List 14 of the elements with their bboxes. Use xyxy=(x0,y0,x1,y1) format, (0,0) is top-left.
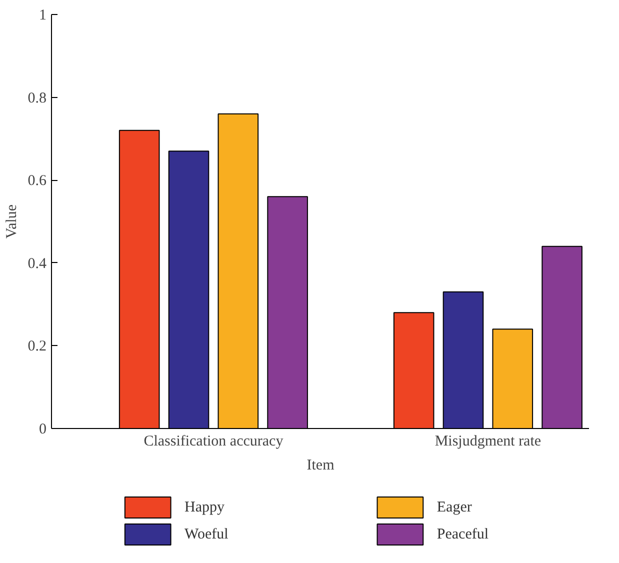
x-axis-title: Item xyxy=(306,458,335,474)
y-tick-label: 0.8 xyxy=(28,90,46,106)
y-tick-label: 0 xyxy=(39,422,46,438)
y-tick-label: 1 xyxy=(39,8,46,24)
legend-label: Woeful xyxy=(184,526,228,542)
x-tick-label: Classification accuracy xyxy=(144,434,284,450)
y-axis-title: Value xyxy=(4,204,20,239)
legend-label: Peaceful xyxy=(436,526,489,542)
y-tick-label: 0.6 xyxy=(28,173,47,190)
x-tick-label: Misjudgment rate xyxy=(434,434,542,450)
legend-label: Happy xyxy=(184,500,226,516)
y-tick-label: 0.2 xyxy=(28,338,46,355)
legend-label: Eager xyxy=(436,500,472,516)
y-tick-label: 0.4 xyxy=(28,256,47,272)
